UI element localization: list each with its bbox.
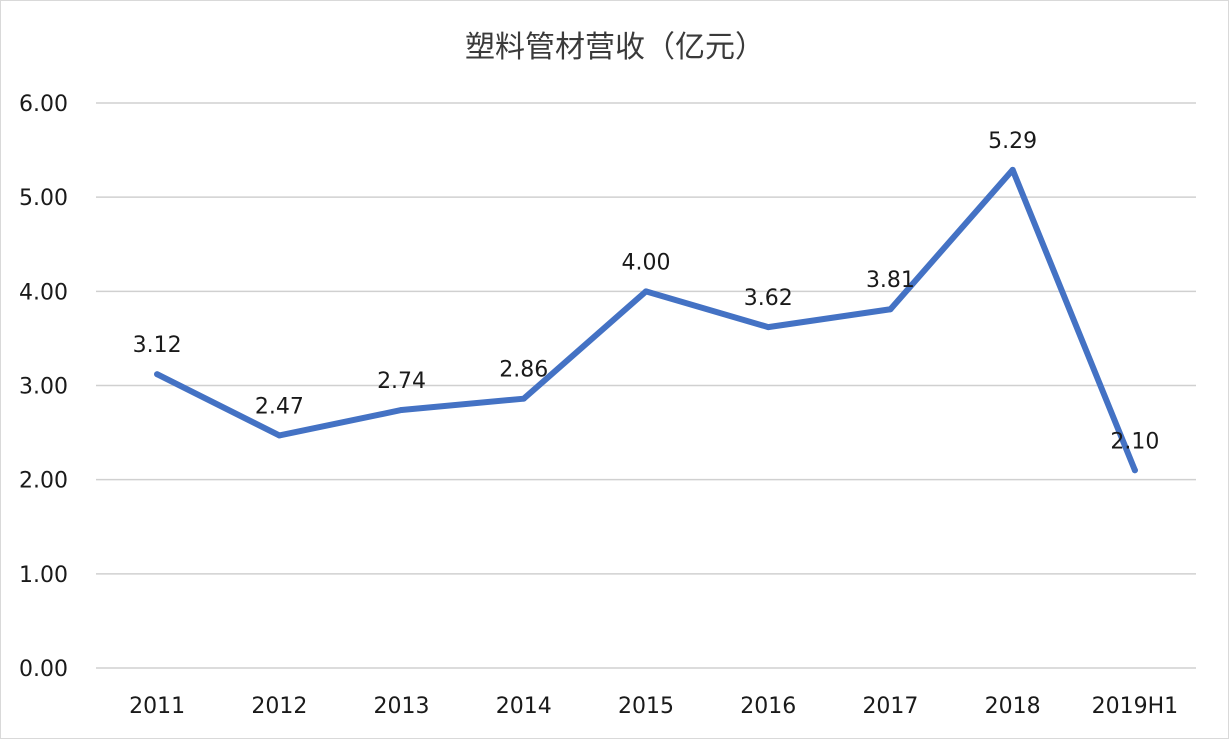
y-tick-label: 2.00: [19, 469, 68, 494]
x-tick-label: 2013: [374, 694, 430, 719]
data-point: [276, 432, 283, 439]
data-label: 3.12: [133, 333, 182, 358]
y-tick-label: 0.00: [19, 657, 68, 682]
y-tick-label: 1.00: [19, 563, 68, 588]
data-point: [643, 288, 649, 295]
data-labels: 3.12 2.47 2.74 2.86 4.00 3.62 3.81 5.29 2.10: [133, 129, 1160, 454]
x-tick-label: 2017: [862, 694, 918, 719]
data-point: [887, 306, 894, 313]
x-tick-label: 2018: [985, 694, 1041, 719]
chart-title: 塑料管材营收（亿元）: [465, 30, 765, 65]
data-label: 2.10: [1110, 429, 1159, 454]
x-tick-label: 2015: [618, 694, 674, 719]
data-label: 3.81: [866, 268, 915, 293]
data-point: [520, 395, 527, 402]
x-tick-label: 2012: [251, 694, 307, 719]
x-axis-labels: 2011 2012 2013 2014 2015 2016 2017 2018 2019H1: [129, 694, 1178, 719]
data-label: 2.74: [377, 369, 426, 394]
data-label: 2.86: [499, 358, 548, 383]
data-point: [765, 324, 772, 331]
series-line: [154, 166, 1138, 474]
y-tick-label: 3.00: [19, 375, 68, 400]
series-group: [154, 166, 1138, 474]
gridlines: [96, 102, 1196, 669]
data-point: [398, 406, 405, 413]
data-label: 5.29: [988, 129, 1037, 154]
y-tick-label: 6.00: [19, 92, 68, 117]
data-point: [1131, 467, 1138, 474]
data-label: 3.62: [744, 286, 793, 311]
data-point: [154, 371, 161, 378]
data-label: 4.00: [622, 250, 671, 275]
y-axis-labels: 0.00 1.00 2.00 3.00 4.00 5.00 6.00: [19, 92, 68, 682]
x-tick-label: 2014: [496, 694, 552, 719]
y-tick-label: 5.00: [19, 186, 68, 211]
y-tick-label: 4.00: [19, 280, 68, 305]
x-tick-label: 2019H1: [1092, 694, 1179, 719]
x-tick-label: 2016: [740, 694, 796, 719]
x-tick-label: 2011: [129, 694, 185, 719]
data-label: 2.47: [255, 394, 304, 419]
data-point: [1009, 166, 1016, 173]
